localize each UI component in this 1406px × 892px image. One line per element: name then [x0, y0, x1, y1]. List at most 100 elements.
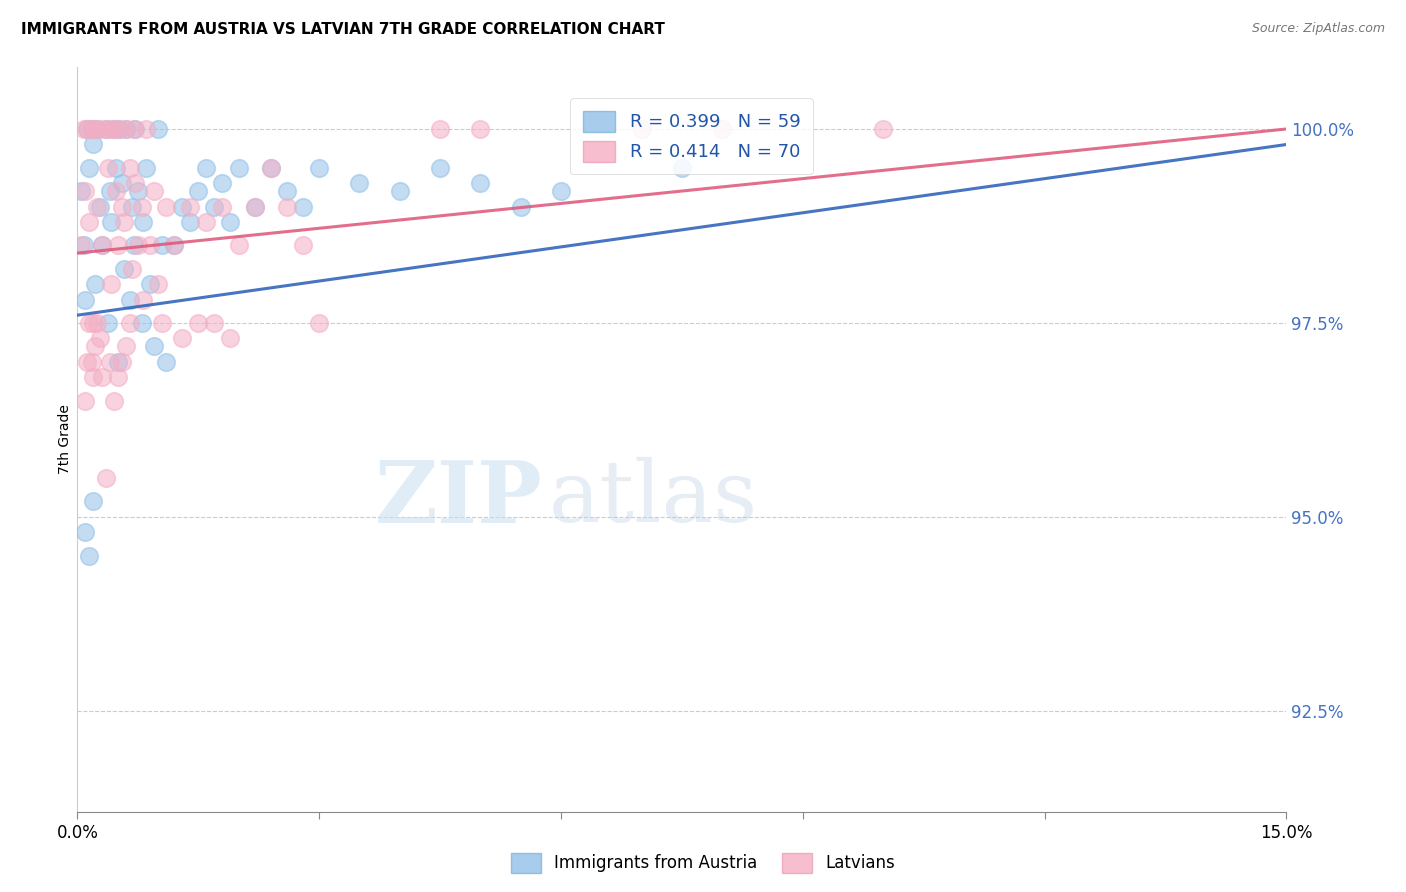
- Text: Source: ZipAtlas.com: Source: ZipAtlas.com: [1251, 22, 1385, 36]
- Point: [84, 339, 107, 353]
- Point: [75, 393, 97, 408]
- Point: [86, 200, 108, 214]
- Point: [98, 184, 121, 198]
- Point: [131, 316, 153, 330]
- Point: [82, 316, 104, 330]
- Point: [90, 238, 112, 252]
- Point: [187, 316, 209, 330]
- Point: [211, 200, 233, 214]
- Point: [114, 122, 136, 136]
- Point: [509, 200, 531, 214]
- Point: [75, 184, 97, 198]
- Legend: Immigrants from Austria, Latvians: Immigrants from Austria, Latvians: [503, 847, 903, 880]
- Point: [79, 549, 101, 563]
- Point: [90, 370, 112, 384]
- Point: [84, 122, 107, 136]
- Point: [73, 238, 96, 252]
- Point: [142, 184, 165, 198]
- Point: [111, 200, 134, 214]
- Point: [82, 370, 104, 384]
- Point: [76, 122, 98, 136]
- Point: [308, 161, 330, 175]
- Point: [146, 122, 169, 136]
- Point: [429, 161, 451, 175]
- Point: [75, 293, 97, 307]
- Point: [98, 355, 121, 369]
- Point: [97, 316, 120, 330]
- Point: [163, 238, 186, 252]
- Point: [121, 261, 143, 276]
- Point: [470, 176, 492, 190]
- Point: [292, 200, 315, 214]
- Point: [108, 122, 131, 136]
- Point: [89, 331, 111, 345]
- Y-axis label: 7th Grade: 7th Grade: [58, 404, 72, 475]
- Point: [103, 393, 125, 408]
- Point: [429, 122, 451, 136]
- Point: [146, 277, 169, 292]
- Point: [82, 137, 104, 152]
- Point: [139, 277, 162, 292]
- Point: [172, 331, 194, 345]
- Point: [139, 238, 162, 252]
- Point: [550, 184, 572, 198]
- Point: [105, 184, 128, 198]
- Point: [100, 215, 122, 229]
- Point: [89, 200, 111, 214]
- Point: [121, 200, 143, 214]
- Point: [73, 122, 96, 136]
- Point: [80, 355, 103, 369]
- Point: [276, 200, 298, 214]
- Point: [228, 238, 250, 252]
- Point: [243, 200, 266, 214]
- Point: [260, 161, 283, 175]
- Point: [114, 122, 136, 136]
- Point: [112, 261, 135, 276]
- Point: [135, 122, 157, 136]
- Point: [219, 331, 242, 345]
- Point: [711, 122, 734, 136]
- Point: [124, 176, 146, 190]
- Point: [105, 161, 128, 175]
- Point: [75, 525, 97, 540]
- Point: [103, 122, 125, 136]
- Point: [308, 316, 330, 330]
- Text: atlas: atlas: [548, 458, 758, 541]
- Point: [349, 176, 371, 190]
- Point: [107, 355, 129, 369]
- Point: [118, 293, 141, 307]
- Point: [150, 238, 173, 252]
- Point: [79, 161, 101, 175]
- Point: [86, 316, 108, 330]
- Point: [195, 161, 218, 175]
- Point: [132, 293, 155, 307]
- Point: [97, 161, 120, 175]
- Point: [292, 238, 315, 252]
- Point: [872, 122, 894, 136]
- Point: [211, 176, 233, 190]
- Point: [388, 184, 411, 198]
- Point: [122, 238, 145, 252]
- Point: [195, 215, 218, 229]
- Point: [94, 122, 117, 136]
- Point: [135, 161, 157, 175]
- Point: [202, 200, 225, 214]
- Point: [219, 215, 242, 229]
- Point: [79, 316, 101, 330]
- Point: [82, 494, 104, 508]
- Point: [132, 215, 155, 229]
- Text: IMMIGRANTS FROM AUSTRIA VS LATVIAN 7TH GRADE CORRELATION CHART: IMMIGRANTS FROM AUSTRIA VS LATVIAN 7TH G…: [21, 22, 665, 37]
- Text: ZIP: ZIP: [375, 457, 543, 541]
- Point: [112, 215, 135, 229]
- Point: [100, 277, 122, 292]
- Point: [108, 122, 131, 136]
- Point: [155, 355, 177, 369]
- Point: [150, 316, 173, 330]
- Point: [243, 200, 266, 214]
- Point: [118, 316, 141, 330]
- Point: [142, 339, 165, 353]
- Point: [260, 161, 283, 175]
- Point: [470, 122, 492, 136]
- Point: [107, 370, 129, 384]
- Point: [80, 122, 103, 136]
